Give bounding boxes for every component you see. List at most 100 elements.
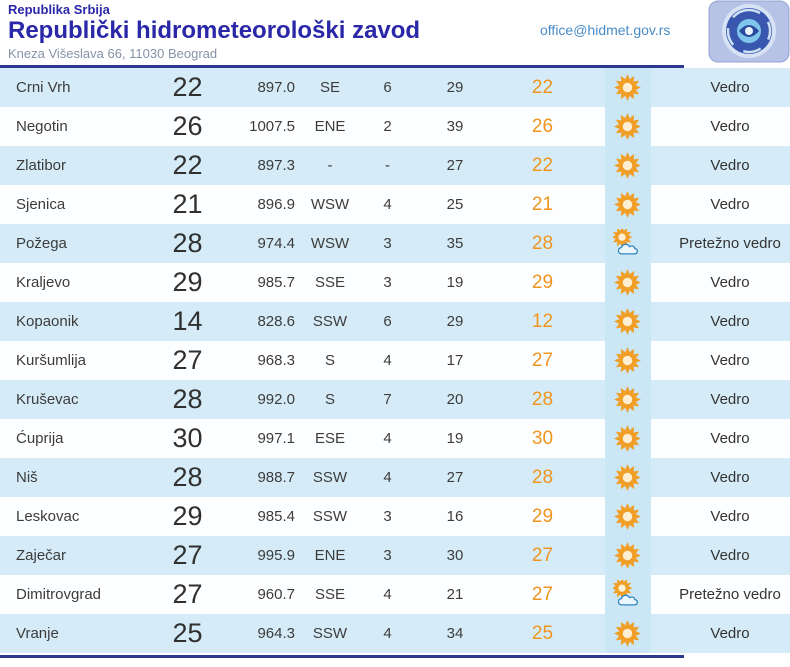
- weather-description: Vedro: [710, 430, 750, 447]
- humidity-value: 25: [446, 196, 464, 213]
- wind-speed-value: 4: [383, 352, 392, 369]
- humidity-value: 34: [446, 625, 464, 642]
- humidity-value: 21: [446, 586, 464, 603]
- header: Republika Srbija Republički hidrometeoro…: [0, 0, 790, 65]
- pressure-value: 960.7: [257, 586, 295, 603]
- temperature-value: 27: [172, 345, 203, 375]
- humidity-value: 27: [446, 157, 464, 174]
- feels-like-value: 26: [531, 115, 554, 137]
- station-name: Kuršumlija: [16, 352, 87, 369]
- feels-like-value: 22: [531, 76, 554, 98]
- pressure-value: 828.6: [257, 313, 295, 330]
- temperature-value: 29: [172, 267, 203, 297]
- weather-icon-cell: [585, 341, 670, 380]
- weather-icon-cell: [585, 107, 670, 146]
- wind-direction-value: S: [324, 352, 335, 369]
- wind-direction-value: SE: [319, 79, 340, 96]
- table-row: Zaječar 27 995.9 ENE 3 30 27 Vedro: [0, 536, 790, 575]
- table-row: Požega 28 974.4 WSW 3 35 28 Pretežno ved…: [0, 224, 790, 263]
- station-name: Vranje: [16, 625, 59, 642]
- rhmz-logo[interactable]: [708, 0, 790, 63]
- weather-description: Vedro: [710, 625, 750, 642]
- table-row: Sjenica 21 896.9 WSW 4 25 21 Vedro: [0, 185, 790, 224]
- country-label: Republika Srbija: [8, 2, 110, 17]
- wind-speed-value: 7: [383, 391, 392, 408]
- weather-description: Vedro: [710, 196, 750, 213]
- weather-description: Vedro: [710, 79, 750, 96]
- sun-icon: [613, 463, 642, 492]
- wind-direction-value: SSW: [312, 469, 348, 486]
- wind-speed-value: 3: [383, 274, 392, 291]
- weather-icon-cell: [585, 263, 670, 302]
- pressure-value: 974.4: [257, 235, 295, 252]
- weather-icon-cell: [585, 419, 670, 458]
- wind-speed-value: 3: [383, 508, 392, 525]
- station-name: Crni Vrh: [16, 79, 71, 96]
- pressure-value: 992.0: [257, 391, 295, 408]
- feels-like-value: 27: [531, 349, 554, 371]
- weather-description: Vedro: [710, 508, 750, 525]
- sun-icon: [613, 385, 642, 414]
- pressure-value: 985.4: [257, 508, 295, 525]
- station-name: Požega: [16, 235, 67, 252]
- temperature-value: 21: [172, 189, 203, 219]
- weather-icon-cell: [585, 380, 670, 419]
- feels-like-value: 28: [531, 232, 554, 254]
- feels-like-value: 28: [531, 466, 554, 488]
- sun-icon: [613, 424, 642, 453]
- wind-direction-value: SSW: [312, 625, 348, 642]
- humidity-value: 39: [446, 118, 464, 135]
- sun-icon: [613, 619, 642, 648]
- email-link[interactable]: office@hidmet.gov.rs: [540, 22, 671, 38]
- wind-speed-value: 6: [383, 313, 392, 330]
- wind-direction-value: S: [324, 391, 335, 408]
- footer-divider: [0, 655, 684, 658]
- sun-icon: [613, 307, 642, 336]
- weather-description: Vedro: [710, 157, 750, 174]
- station-name: Kraljevo: [16, 274, 71, 291]
- weather-description: Vedro: [710, 118, 750, 135]
- rhmz-logo-graphic: [708, 0, 790, 63]
- pressure-value: 995.9: [257, 547, 295, 564]
- station-name: Negotin: [16, 118, 68, 135]
- address-line: Kneza Višeslava 66, 11030 Beograd: [8, 46, 218, 61]
- sun-icon: [613, 151, 642, 180]
- feels-like-value: 27: [531, 544, 554, 566]
- sun-cloud-icon: [613, 229, 642, 258]
- table-row: Kopaonik 14 828.6 SSW 6 29 12 Vedro: [0, 302, 790, 341]
- table-row: Ćuprija 30 997.1 ESE 4 19 30 Vedro: [0, 419, 790, 458]
- temperature-value: 22: [172, 150, 203, 180]
- feels-like-value: 21: [531, 193, 554, 215]
- wind-speed-value: -: [385, 157, 390, 174]
- header-divider: [0, 65, 684, 68]
- sun-icon: [613, 190, 642, 219]
- station-name: Zaječar: [16, 547, 67, 564]
- temperature-value: 27: [172, 579, 203, 609]
- wind-speed-value: 4: [383, 625, 392, 642]
- humidity-value: 17: [446, 352, 464, 369]
- sun-icon: [613, 346, 642, 375]
- weather-description: Pretežno vedro: [679, 586, 781, 603]
- humidity-value: 20: [446, 391, 464, 408]
- sun-icon: [613, 112, 642, 141]
- weather-icon-cell: [585, 575, 670, 614]
- feels-like-value: 29: [531, 271, 554, 293]
- temperature-value: 25: [172, 618, 203, 648]
- pressure-value: 968.3: [257, 352, 295, 369]
- pressure-value: 997.1: [257, 430, 295, 447]
- weather-description: Vedro: [710, 547, 750, 564]
- weather-description: Vedro: [710, 313, 750, 330]
- pressure-value: 1007.5: [249, 118, 295, 135]
- weather-icon-cell: [585, 224, 670, 263]
- wind-direction-value: SSW: [312, 508, 348, 525]
- feels-like-value: 25: [531, 622, 554, 644]
- temperature-value: 29: [172, 501, 203, 531]
- feels-like-value: 12: [531, 310, 554, 332]
- weather-icon-cell: [585, 497, 670, 536]
- sun-icon: [613, 502, 642, 531]
- humidity-value: 27: [446, 469, 464, 486]
- pressure-value: 988.7: [257, 469, 295, 486]
- sun-cloud-icon: [613, 580, 642, 609]
- weather-icon-cell: [585, 458, 670, 497]
